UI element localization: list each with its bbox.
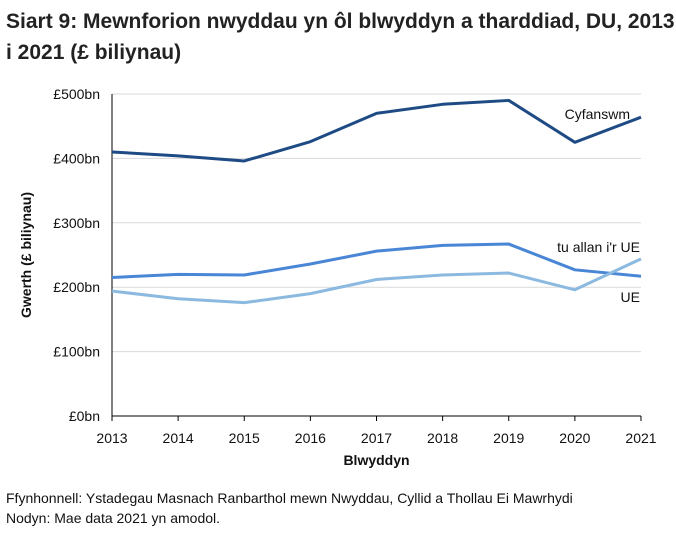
y-tick-label: £500bn xyxy=(53,86,100,102)
series-label: Cyfanswm xyxy=(565,106,630,122)
x-tick-label: 2014 xyxy=(163,430,194,446)
y-tick-label: £300bn xyxy=(53,215,100,231)
y-tick-label: £400bn xyxy=(53,150,100,166)
series-label: UE xyxy=(621,289,640,305)
x-tick-label: 2019 xyxy=(493,430,524,446)
y-tick-label: £200bn xyxy=(53,279,100,295)
x-tick-label: 2021 xyxy=(625,430,656,446)
x-tick-label: 2013 xyxy=(96,430,127,446)
x-tick-label: 2016 xyxy=(295,430,326,446)
chart-title: Siart 9: Mewnforion nwyddau yn ôl blwydd… xyxy=(6,10,675,64)
data-note: Nodyn: Mae data 2021 yn amodol. xyxy=(6,510,221,526)
y-tick-label: £0bn xyxy=(69,408,100,424)
x-tick-label: 2018 xyxy=(427,430,458,446)
source-note: Ffynhonnell: Ystadegau Masnach Ranbartho… xyxy=(6,490,573,506)
series-line-0 xyxy=(111,98,642,163)
y-axis-title: Gwerth (£ biliynau) xyxy=(18,192,34,318)
x-tick-label: 2017 xyxy=(361,430,392,446)
series-label: tu allan i'r UE xyxy=(557,239,640,255)
x-tick-label: 2020 xyxy=(559,430,590,446)
x-tick-label: 2015 xyxy=(229,430,260,446)
y-tick-label: £100bn xyxy=(53,344,100,360)
x-axis-title: Blwyddyn xyxy=(343,452,409,468)
